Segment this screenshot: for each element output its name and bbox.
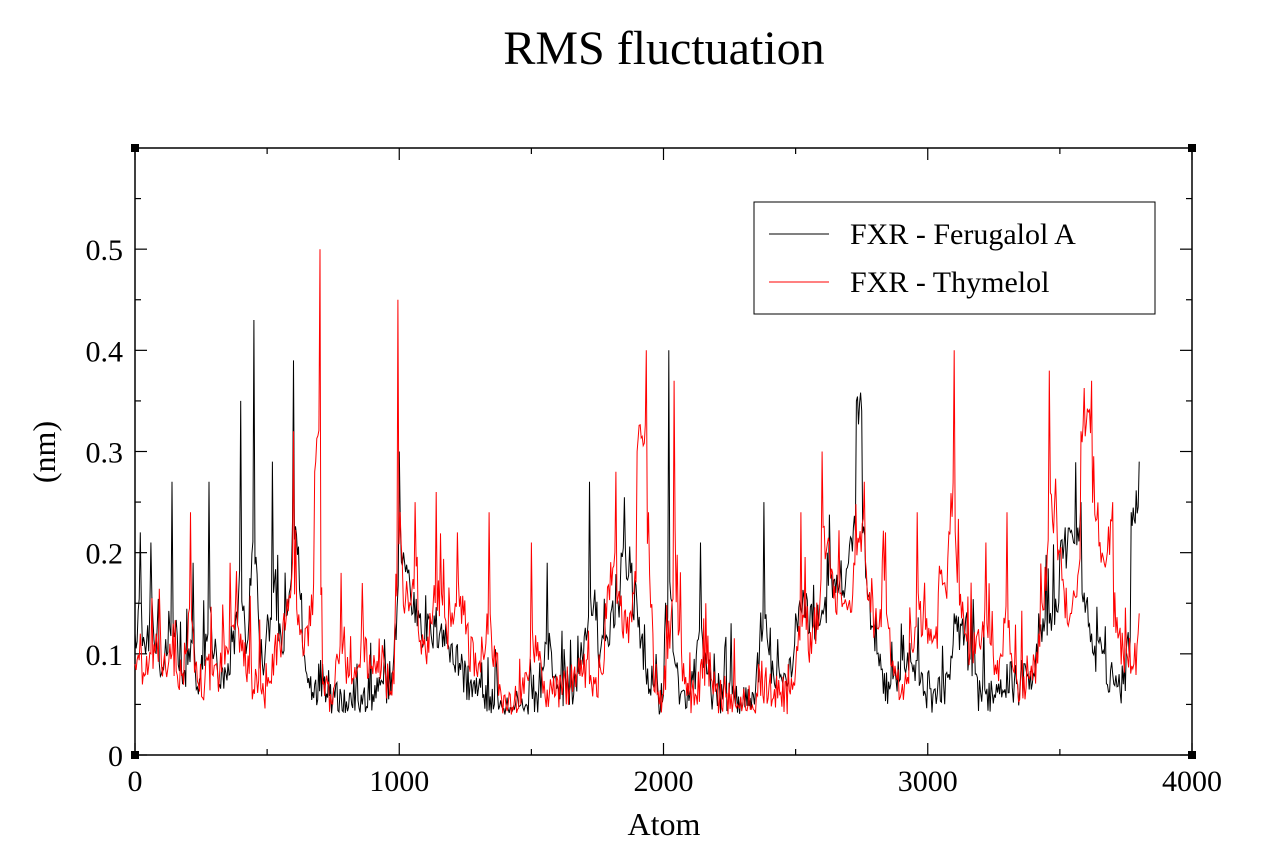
y-tick-label: 0.3 (86, 437, 124, 470)
x-tick-label: 2000 (634, 765, 694, 798)
axis-ticks (134, 148, 1193, 756)
x-axis-label: Atom (628, 806, 701, 842)
legend-box (753, 201, 1156, 315)
y-tick-label: 0.2 (86, 538, 124, 571)
legend: FXR - Ferugalol A FXR - Thymelol (753, 201, 1156, 315)
legend-label-ferugalol: FXR - Ferugalol A (850, 218, 1076, 251)
series-line-0 (134, 319, 1140, 715)
chart-title: RMS fluctuation (503, 22, 824, 75)
x-tick-label: 0 (128, 765, 143, 798)
y-tick-label: 0.4 (86, 335, 124, 368)
tick-labels: 0 1000 2000 3000 4000 0 0.1 0.2 0.3 0.4 0.5 (86, 234, 1223, 798)
series-line-1 (134, 249, 1140, 715)
y-tick-label: 0.1 (86, 639, 124, 672)
y-tick-label: 0 (108, 740, 123, 773)
x-tick-label: 3000 (898, 765, 958, 798)
y-tick-label: 0.5 (86, 234, 124, 267)
series-layer (134, 249, 1140, 715)
x-tick-label: 4000 (1162, 765, 1222, 798)
x-tick-label: 1000 (369, 765, 429, 798)
y-axis-label: (nm) (26, 421, 62, 483)
legend-label-thymelol: FXR - Thymelol (850, 266, 1049, 299)
